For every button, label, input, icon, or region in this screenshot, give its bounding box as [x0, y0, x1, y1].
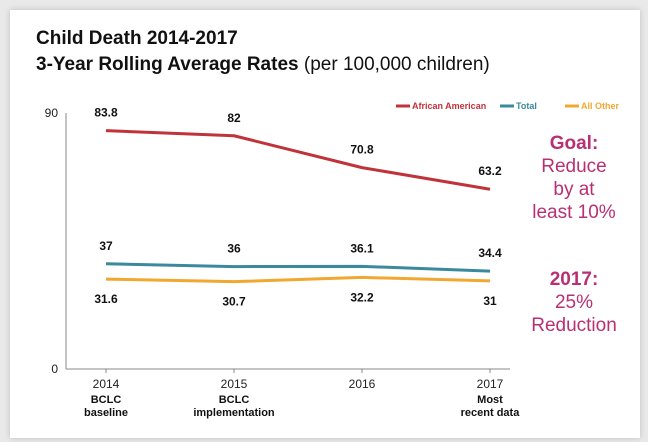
x-tick-label: 2015 — [221, 377, 248, 391]
chart-title: Child Death 2014-2017 — [36, 28, 238, 49]
data-label: 83.8 — [94, 106, 118, 120]
reduction-heading: 2017: — [549, 269, 599, 290]
x-sublabel: BCLC — [219, 394, 250, 406]
reduction-line: Reduction — [531, 315, 617, 336]
x-sublabel: Most — [477, 394, 503, 406]
data-label: 36.1 — [350, 241, 374, 255]
legend-label: African American — [412, 101, 486, 111]
chart-subtitle-bold: 3-Year Rolling Average Rates — [36, 54, 299, 75]
goal-heading: Goal: — [549, 133, 599, 154]
goal-line: Reduce — [541, 156, 607, 177]
chart-subtitle: 3-Year Rolling Average Rates (per 100,00… — [36, 54, 490, 76]
data-label: 82 — [227, 111, 241, 125]
goal-annotation: Goal: Reduce by at least 10% — [514, 132, 634, 224]
x-sublabel: BCLC — [91, 394, 122, 406]
x-sublabel: recent data — [461, 407, 521, 419]
legend-label: All Other — [581, 101, 620, 111]
goal-line: least 10% — [532, 202, 616, 223]
data-label: 30.7 — [222, 295, 246, 309]
series-line — [105, 129, 491, 191]
x-sublabel: baseline — [84, 407, 128, 419]
data-label: 63.2 — [478, 164, 502, 178]
y-tick-label: 90 — [45, 106, 59, 120]
reduction-annotation: 2017: 25% Reduction — [514, 268, 634, 337]
data-label: 36 — [227, 242, 241, 256]
chart-card — [10, 10, 640, 438]
goal-line: by at — [553, 179, 595, 200]
series-line — [105, 262, 491, 273]
data-label: 31 — [483, 294, 497, 308]
reduction-line: 25% — [554, 292, 594, 313]
x-tick-label: 2017 — [477, 377, 504, 391]
data-label: 31.6 — [94, 292, 118, 306]
legend-label: Total — [516, 101, 537, 111]
data-label: 37 — [99, 239, 113, 253]
x-sublabel: implementation — [193, 407, 275, 419]
x-tick-label: 2014 — [93, 377, 120, 391]
x-tick-label: 2016 — [349, 377, 376, 391]
data-label: 32.2 — [350, 290, 374, 304]
data-label: 34.4 — [478, 246, 502, 260]
series-line — [105, 275, 491, 284]
chart-subtitle-rest: (per 100,000 children) — [298, 54, 490, 75]
data-label: 70.8 — [350, 143, 374, 157]
y-tick-label: 0 — [51, 362, 58, 376]
